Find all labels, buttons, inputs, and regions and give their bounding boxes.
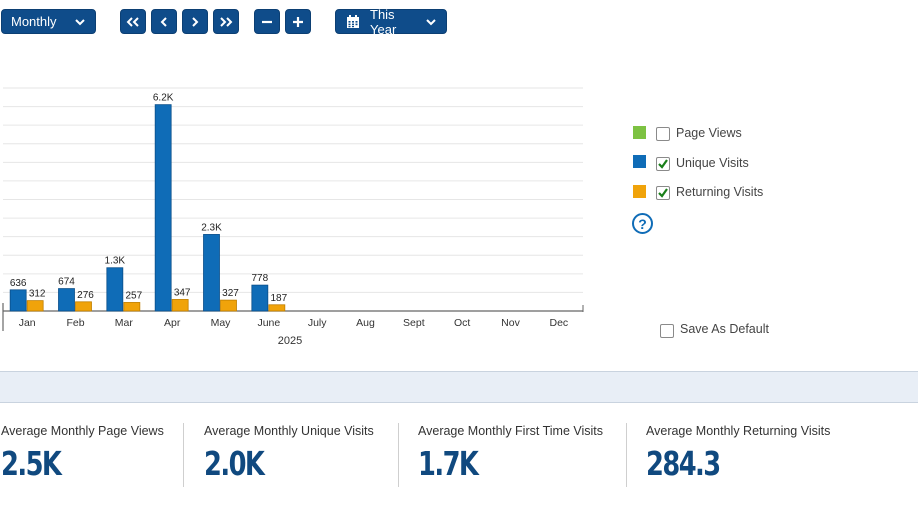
bar-unique-visits [9,289,27,312]
data-label: 187 [270,293,287,304]
x-tick-label: June [257,317,280,329]
calendar-icon [346,14,360,29]
stat-label: Average Monthly Page Views [1,424,164,438]
help-icon-glyph: ? [638,215,647,232]
stat-value: 2.0K [204,444,265,483]
stat-value: 1.7K [418,444,479,483]
x-tick-label: Sept [403,317,425,329]
checkmark-icon [658,159,668,169]
right-icon [191,16,199,27]
bar-returning-visits [268,304,286,312]
page-views-checkbox[interactable] [656,127,670,141]
data-label: 778 [251,273,268,284]
save-default-checkbox[interactable] [660,324,674,338]
double-left-icon [126,16,140,27]
stat-page-views: Average Monthly Page Views 2.5K [1,424,164,483]
left-icon [160,16,168,27]
stat-label: Average Monthly Returning Visits [646,424,831,438]
x-tick-label: Mar [115,317,134,329]
first-period-button[interactable] [120,9,146,34]
bar-returning-visits [171,299,189,312]
data-label: 327 [222,288,239,299]
x-tick-label: Feb [66,317,84,329]
bar-unique-visits [106,267,124,312]
bar-returning-visits [26,300,44,312]
next-period-button[interactable] [182,9,208,34]
bar-returning-visits [123,302,141,312]
data-label: 2.3K [201,222,222,233]
zoom-out-button[interactable] [254,9,280,34]
last-period-button[interactable] [213,9,239,34]
data-label: 347 [174,287,191,298]
bar-returning-visits [75,301,92,312]
data-label: 636 [10,278,27,289]
bar-unique-visits [154,104,172,312]
section-band [0,371,918,403]
stat-unique-visits: Average Monthly Unique Visits 2.0K [204,424,374,483]
checkmark-icon [658,188,668,198]
stat-value: 284.3 [646,444,721,483]
legend-label-unique-visits: Unique Visits [676,156,749,170]
previous-period-button[interactable] [151,9,177,34]
data-label: 674 [58,277,75,288]
plus-icon [292,16,304,28]
x-tick-label: May [211,317,232,329]
unique-visits-checkbox[interactable] [656,157,670,171]
data-label: 6.2K [153,93,174,104]
returning-visits-checkbox[interactable] [656,186,670,200]
period-select[interactable]: Monthly [1,9,96,34]
bar-unique-visits [203,234,220,312]
bar-returning-visits [220,299,237,312]
legend-swatch-page-views [633,126,646,139]
help-icon[interactable]: ? [632,213,653,234]
stat-divider [398,423,399,487]
bar-unique-visits [251,284,269,312]
data-label: 312 [29,289,46,300]
legend-label-page-views: Page Views [676,126,742,140]
data-label: 1.3K [105,256,126,267]
period-select-label: Monthly [11,14,57,29]
x-tick-label: Nov [501,317,520,329]
date-range-select[interactable]: This Year [335,6,447,37]
x-tick-label: July [308,317,327,329]
data-label: 257 [125,290,142,301]
double-right-icon [219,16,233,27]
x-axis-label: 2025 [278,335,302,347]
chevron-down-icon [426,18,436,26]
x-tick-label: Dec [549,317,568,329]
stat-value: 2.5K [1,444,62,483]
zoom-in-button[interactable] [285,9,311,34]
stat-label: Average Monthly Unique Visits [204,424,374,438]
stat-label: Average Monthly First Time Visits [418,424,604,438]
save-default-label: Save As Default [680,322,769,336]
stat-first-time-visits: Average Monthly First Time Visits 1.7K [418,424,603,483]
stat-divider [183,423,184,487]
date-range-label: This Year [370,6,397,37]
legend-label-returning-visits: Returning Visits [676,185,764,199]
data-label: 276 [77,290,94,301]
x-tick-label: Jan [19,317,36,329]
x-tick-label: Oct [454,317,470,329]
x-tick-label: Aug [356,317,375,329]
x-tick-label: Apr [164,317,181,329]
legend-swatch-unique-visits [633,155,646,168]
stat-returning-visits: Average Monthly Returning Visits 284.3 [646,424,830,483]
stat-divider [626,423,627,487]
legend-swatch-returning-visits [633,185,646,198]
chevron-down-icon [75,18,85,26]
bar-unique-visits [58,288,75,312]
minus-icon [261,16,273,28]
